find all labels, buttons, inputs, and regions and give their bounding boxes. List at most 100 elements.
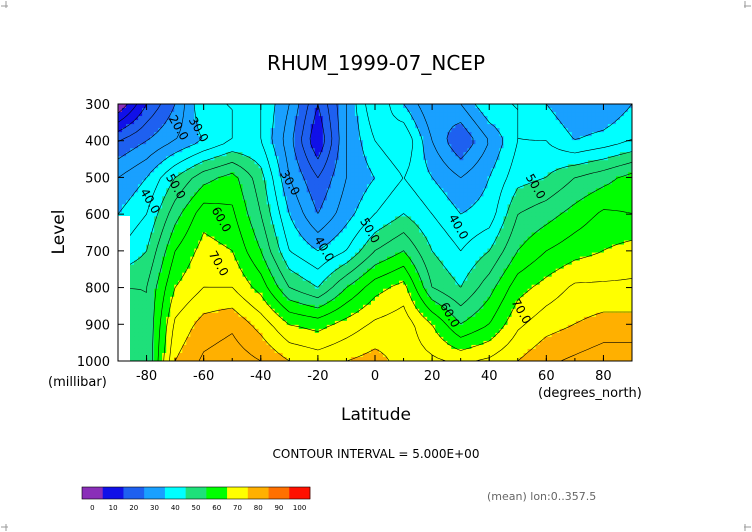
contour-cell bbox=[286, 168, 292, 173]
contour-cell bbox=[266, 112, 272, 117]
contour-cell bbox=[627, 152, 632, 157]
contour-cell bbox=[527, 212, 533, 218]
contour-cell bbox=[543, 244, 549, 250]
contour-cell bbox=[330, 152, 336, 157]
contour-cell bbox=[230, 184, 236, 189]
contour-cell bbox=[178, 256, 183, 262]
contour-cell bbox=[547, 128, 553, 133]
contour-cell bbox=[595, 128, 601, 133]
contour-cell bbox=[623, 200, 629, 205]
contour-cell bbox=[387, 256, 392, 262]
contour-cell bbox=[130, 256, 135, 262]
contour-cell bbox=[599, 196, 605, 201]
contour-cell bbox=[563, 116, 569, 121]
contour-cell bbox=[455, 148, 460, 153]
contour-cell bbox=[619, 124, 625, 129]
contour-cell bbox=[547, 112, 553, 117]
contour-cell bbox=[298, 112, 304, 117]
contour-cell bbox=[435, 188, 440, 193]
contour-cell bbox=[607, 148, 613, 153]
contour-cell bbox=[266, 188, 272, 193]
contour-cell bbox=[206, 236, 211, 242]
contour-cell bbox=[334, 240, 340, 246]
contour-cell bbox=[499, 160, 505, 165]
contour-cell bbox=[475, 224, 481, 230]
contour-cell bbox=[286, 148, 292, 153]
contour-cell bbox=[543, 188, 549, 193]
contour-cell bbox=[387, 128, 392, 133]
contour-cell bbox=[527, 168, 533, 173]
contour-cell bbox=[194, 132, 199, 137]
contour-cell bbox=[162, 176, 167, 181]
contour-cell bbox=[134, 180, 139, 185]
contour-cell bbox=[298, 240, 304, 246]
contour-cell bbox=[158, 196, 163, 201]
contour-cell bbox=[519, 240, 525, 246]
contour-cell bbox=[535, 216, 541, 222]
contour-cell bbox=[170, 232, 175, 238]
contour-cell bbox=[603, 120, 609, 125]
contour-cell bbox=[591, 228, 597, 234]
contour-cell bbox=[246, 192, 252, 197]
contour-cell bbox=[242, 136, 248, 141]
contour-cell bbox=[282, 164, 288, 169]
contour-cell bbox=[527, 136, 533, 141]
contour-cell bbox=[170, 124, 175, 129]
contour-cell bbox=[190, 144, 195, 149]
contour-cell bbox=[254, 116, 260, 121]
contour-cell bbox=[150, 156, 155, 161]
contour-cell bbox=[547, 116, 553, 121]
contour-cell bbox=[370, 112, 376, 117]
contour-cell bbox=[383, 164, 388, 169]
contour-cell bbox=[182, 116, 187, 121]
contour-cell bbox=[234, 248, 240, 254]
contour-cell bbox=[286, 204, 292, 210]
contour-cell bbox=[399, 240, 404, 246]
contour-cell bbox=[627, 176, 632, 181]
contour-cell bbox=[607, 236, 613, 242]
contour-cell bbox=[383, 216, 388, 222]
contour-cell bbox=[559, 180, 565, 185]
contour-cell bbox=[591, 108, 597, 113]
contour-cell bbox=[286, 140, 292, 145]
contour-cell bbox=[623, 124, 629, 129]
contour-cell bbox=[603, 116, 609, 121]
contour-cell bbox=[623, 104, 629, 109]
contour-cell bbox=[571, 180, 577, 185]
contour-cell bbox=[222, 204, 228, 210]
contour-cell bbox=[118, 116, 123, 121]
contour-cell bbox=[575, 176, 581, 181]
contour-cell bbox=[194, 180, 199, 185]
contour-cell bbox=[250, 140, 256, 145]
contour-cell bbox=[427, 136, 432, 141]
contour-cell bbox=[226, 116, 232, 121]
contour-cell bbox=[150, 108, 155, 113]
contour-cell bbox=[134, 108, 139, 113]
contour-cell bbox=[495, 252, 501, 258]
contour-cell bbox=[423, 112, 428, 117]
contour-cell bbox=[346, 200, 352, 205]
contour-cell bbox=[559, 244, 565, 250]
contour-cell bbox=[431, 228, 436, 234]
contour-cell bbox=[487, 196, 493, 201]
contour-cell bbox=[483, 192, 489, 197]
contour-cell bbox=[134, 168, 139, 173]
contour-cell bbox=[459, 148, 464, 153]
contour-cell bbox=[435, 160, 440, 165]
contour-cell bbox=[575, 132, 581, 137]
contour-cell bbox=[170, 212, 175, 218]
contour-cell bbox=[202, 216, 207, 222]
contour-cell bbox=[266, 200, 272, 205]
contour-cell bbox=[330, 116, 336, 121]
contour-cell bbox=[170, 200, 175, 205]
contour-cell bbox=[535, 148, 541, 153]
contour-cell bbox=[555, 144, 561, 149]
contour-cell bbox=[206, 244, 211, 250]
contour-cell bbox=[567, 164, 573, 169]
contour-cell bbox=[118, 112, 123, 117]
contour-cell bbox=[375, 244, 380, 250]
contour-cell bbox=[455, 132, 460, 137]
contour-cell bbox=[142, 144, 147, 149]
contour-cell bbox=[563, 144, 569, 149]
contour-cell bbox=[130, 204, 135, 210]
